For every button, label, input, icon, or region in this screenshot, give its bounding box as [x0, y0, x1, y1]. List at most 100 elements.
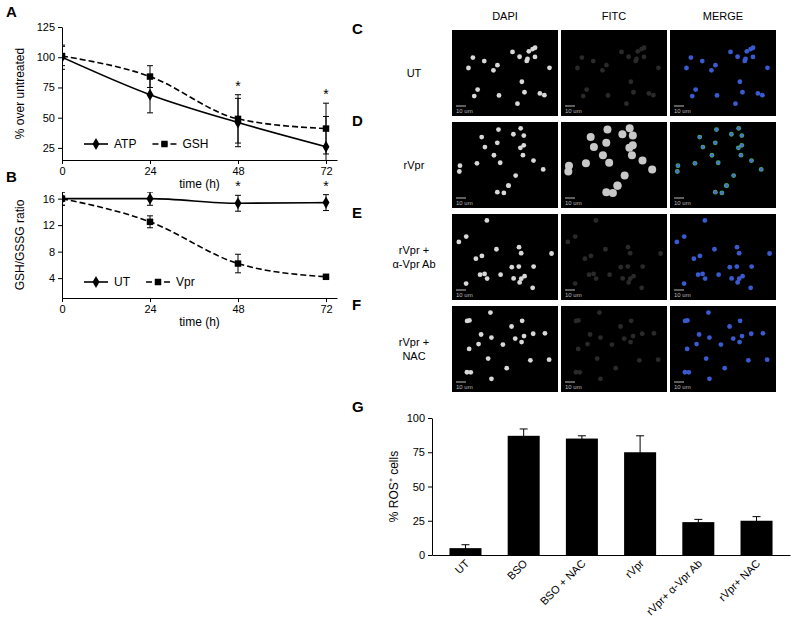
tick-label: 75	[413, 446, 425, 458]
cell	[621, 172, 629, 180]
error-bar	[753, 517, 761, 525]
error-bar-cap	[62, 192, 65, 193]
tick-label: 48	[232, 165, 244, 177]
tick: 50	[413, 481, 432, 493]
nucleus	[714, 141, 717, 144]
cell	[707, 376, 712, 381]
error-bar-stem	[523, 429, 524, 443]
error-bar-cap	[694, 524, 702, 525]
tick-label: 24	[144, 303, 156, 315]
cell	[515, 101, 520, 106]
cell	[744, 49, 749, 54]
cell	[458, 163, 463, 168]
error-bar-cap	[147, 227, 153, 228]
nucleus	[737, 146, 740, 149]
marker	[235, 197, 242, 209]
tick-mark	[150, 298, 151, 302]
micrograph-background	[452, 30, 558, 116]
error-bar-cap	[62, 205, 65, 206]
error-bar-cap	[62, 205, 65, 206]
error-bar-cap	[753, 516, 761, 517]
error-bar-cap	[578, 435, 586, 436]
cell	[733, 101, 738, 106]
marker	[147, 73, 153, 79]
legend-label: Vpr	[176, 275, 195, 289]
cell	[719, 342, 724, 347]
cell	[697, 254, 702, 259]
scale-bar	[674, 290, 684, 291]
cell	[584, 87, 589, 92]
cell	[595, 356, 600, 361]
cell	[629, 132, 637, 140]
error-bar	[62, 192, 65, 205]
error-bar	[323, 195, 329, 211]
marker	[62, 193, 65, 205]
cell	[457, 169, 462, 174]
cell	[674, 240, 679, 245]
nucleus	[740, 134, 743, 137]
cell	[746, 358, 751, 363]
y-axis-title: % ROS⁺ cells	[387, 451, 401, 522]
cell	[734, 264, 739, 269]
legend: UTVpr	[84, 275, 195, 289]
cell	[739, 153, 744, 158]
bar	[508, 436, 540, 555]
cell	[511, 132, 516, 137]
error-bar-cap	[147, 87, 153, 88]
error-bar	[147, 192, 153, 205]
cell	[640, 264, 645, 269]
cell	[701, 145, 706, 150]
tick-label: 25	[43, 142, 55, 154]
error-bar-stem	[698, 519, 699, 524]
cell	[522, 90, 527, 95]
x-axis-line	[433, 555, 791, 556]
cell	[706, 310, 711, 315]
cell	[727, 265, 732, 270]
cell	[485, 276, 490, 281]
cell	[685, 347, 690, 352]
nucleus	[714, 191, 717, 194]
cell	[591, 59, 596, 64]
cell	[531, 158, 536, 163]
cell	[495, 140, 500, 145]
cell	[464, 234, 469, 239]
row-label-line: rVpr	[404, 159, 425, 171]
cell	[751, 55, 756, 60]
cell	[765, 357, 770, 362]
micrograph-background	[561, 30, 667, 116]
cell	[637, 358, 642, 363]
cell	[622, 336, 627, 341]
cell	[729, 132, 734, 137]
cell	[719, 190, 724, 195]
y-axis-line	[62, 28, 63, 161]
cell	[504, 366, 509, 371]
tick-label: rVpr+ α-Vpr Ab	[644, 557, 704, 617]
nucleus	[725, 184, 728, 187]
cell	[510, 49, 515, 54]
column-header: MERGE	[703, 10, 743, 22]
tick-label: 12	[43, 219, 55, 231]
cell	[521, 133, 526, 138]
cell	[603, 126, 611, 134]
cell	[713, 190, 718, 195]
tick: 16	[43, 193, 62, 205]
cell	[609, 189, 617, 197]
error-bar	[694, 519, 702, 524]
error-bar	[62, 45, 65, 69]
error-bar-cap	[461, 551, 469, 552]
cell	[704, 356, 709, 361]
tick-label: 8	[49, 246, 55, 258]
tick-mark	[58, 87, 62, 88]
error-bar-cap	[62, 65, 65, 66]
micrograph-background	[670, 306, 776, 392]
micrograph: 10 um	[670, 30, 776, 116]
cell	[486, 356, 491, 361]
cell	[735, 245, 740, 250]
cell	[712, 247, 717, 252]
cell	[740, 334, 745, 339]
scale-bar	[456, 290, 466, 291]
cell	[547, 357, 552, 362]
x-axis-line	[63, 298, 338, 299]
tick: 0	[59, 298, 65, 315]
y-axis-title: % over untreated	[13, 48, 27, 139]
